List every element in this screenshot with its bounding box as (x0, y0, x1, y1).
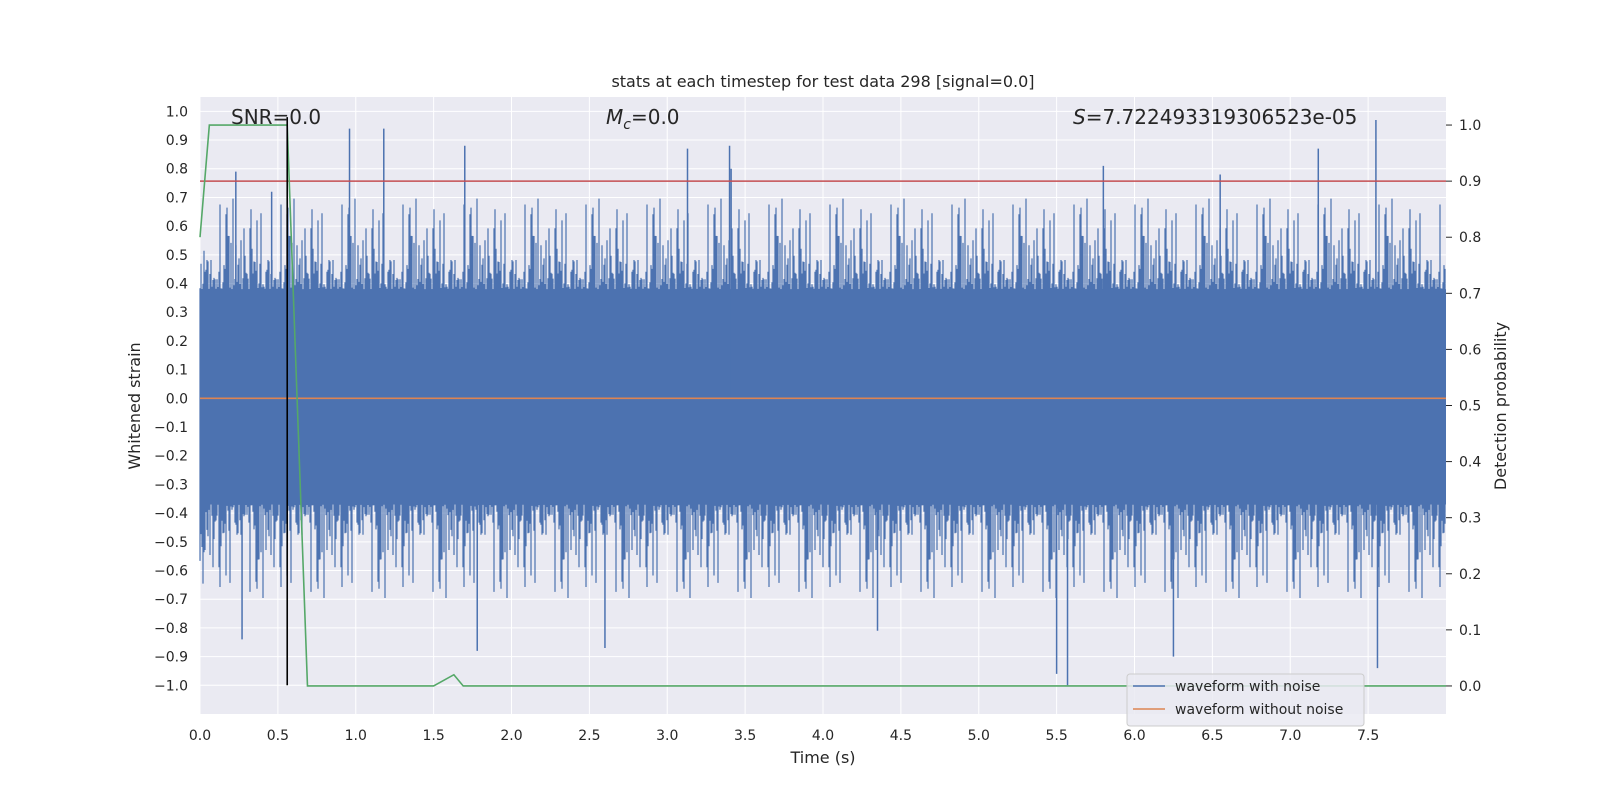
y-right-tick-label: 0.8 (1459, 230, 1481, 246)
y-left-tick-label: 0.3 (166, 305, 188, 321)
noise-trace (199, 198, 1446, 598)
y-axis-left-label: Whitened strain (125, 342, 144, 469)
x-tick-label: 7.0 (1279, 728, 1301, 744)
y-left-tick-label: 0.2 (166, 334, 188, 350)
y-left-tick-label: 0.0 (166, 391, 188, 407)
snr-annotation: SNR=0.0 (231, 105, 321, 129)
y-right-tick-label: 0.6 (1459, 342, 1481, 358)
y-axis-right: 1.0 0.9 0.8 0.7 0.6 0.5 0.4 0.3 0.2 0.1 0.0 (1446, 118, 1481, 695)
legend-box (1126, 673, 1365, 727)
x-axis-label: Time (s) (789, 748, 855, 767)
y-right-tick-label: 0.0 (1459, 679, 1481, 695)
y-left-tick-label: −0.1 (154, 420, 188, 436)
y-left-tick-label: 0.7 (166, 190, 188, 206)
x-tick-label: 0.5 (267, 728, 289, 744)
x-tick-label: 5.5 (1045, 728, 1067, 744)
overlay-series (199, 117, 1446, 687)
s-statistic-symbol: S (1073, 105, 1086, 129)
legend-label-without-noise: waveform without noise (1175, 702, 1343, 718)
x-axis: 0.0 0.5 1.0 1.5 2.0 2.5 3.0 3.5 4.0 4.5 5.0 5.5 6.0 6… (189, 728, 1379, 744)
legend: waveform with noise waveform without noi… (1126, 673, 1365, 727)
x-tick-label: 1.5 (422, 728, 444, 744)
y-left-tick-label: 0.6 (166, 219, 188, 235)
x-tick-label: 5.0 (968, 728, 990, 744)
y-left-tick-label: −0.5 (154, 535, 188, 551)
x-tick-label: 4.0 (812, 728, 834, 744)
y-left-tick-label: 0.8 (166, 162, 188, 178)
y-left-tick-label: −0.9 (154, 650, 188, 666)
y-axis-right-label: Detection probability (1491, 322, 1510, 490)
y-left-tick-label: 0.5 (166, 248, 188, 264)
y-right-tick-label: 0.2 (1459, 567, 1481, 583)
y-right-tick-label: 1.0 (1459, 118, 1481, 134)
x-tick-label: 4.5 (890, 728, 912, 744)
s-statistic-value: =7.722493319306523e-05 (1086, 105, 1358, 129)
y-left-tick-label: −0.8 (154, 621, 188, 637)
y-left-tick-label: −0.6 (154, 564, 188, 580)
y-right-tick-label: 0.4 (1459, 455, 1481, 471)
y-left-tick-label: −0.3 (154, 477, 188, 493)
y-left-tick-label: −0.7 (154, 592, 188, 608)
y-left-tick-label: 0.4 (166, 277, 188, 293)
legend-label-with-noise: waveform with noise (1175, 679, 1320, 695)
x-tick-label: 1.0 (345, 728, 367, 744)
y-right-tick-label: 0.3 (1459, 511, 1481, 527)
y-left-tick-label: 1.0 (166, 104, 188, 120)
x-tick-label: 2.0 (500, 728, 522, 744)
detection-probability-line (199, 124, 1446, 687)
chirp-mass-annotation: Mc=0.0 (606, 105, 680, 133)
chart-title: stats at each timestep for test data 298… (611, 72, 1034, 91)
y-right-tick-label: 0.9 (1459, 174, 1481, 190)
y-right-tick-label: 0.7 (1459, 286, 1481, 302)
y-left-tick-label: 0.9 (166, 133, 188, 149)
y-right-tick-label: 0.5 (1459, 399, 1481, 415)
x-tick-label: 3.5 (734, 728, 756, 744)
y-left-tick-label: −0.2 (154, 449, 188, 465)
s-statistic-annotation: S=7.722493319306523e-05 (1073, 105, 1357, 129)
x-tick-label: 7.5 (1357, 728, 1379, 744)
y-left-tick-label: 0.1 (166, 363, 188, 379)
chirp-mass-subscript: c (623, 117, 631, 133)
chirp-mass-symbol: M (606, 105, 623, 129)
x-tick-label: 2.5 (578, 728, 600, 744)
x-tick-label: 0.0 (189, 728, 211, 744)
x-tick-label: 6.0 (1123, 728, 1145, 744)
x-tick-label: 6.5 (1201, 728, 1223, 744)
x-tick-label: 3.0 (656, 728, 678, 744)
y-axis-left: 1.0 0.9 0.8 0.7 0.6 0.5 0.4 0.3 0.2 0.1 0.0 −0.1 −0.… (154, 104, 188, 694)
y-left-tick-label: −1.0 (154, 678, 188, 694)
y-left-tick-label: −0.4 (154, 506, 188, 522)
chirp-mass-value: =0.0 (631, 105, 680, 129)
waveform-with-noise-series (199, 119, 1446, 686)
y-right-tick-label: 0.1 (1459, 623, 1481, 639)
